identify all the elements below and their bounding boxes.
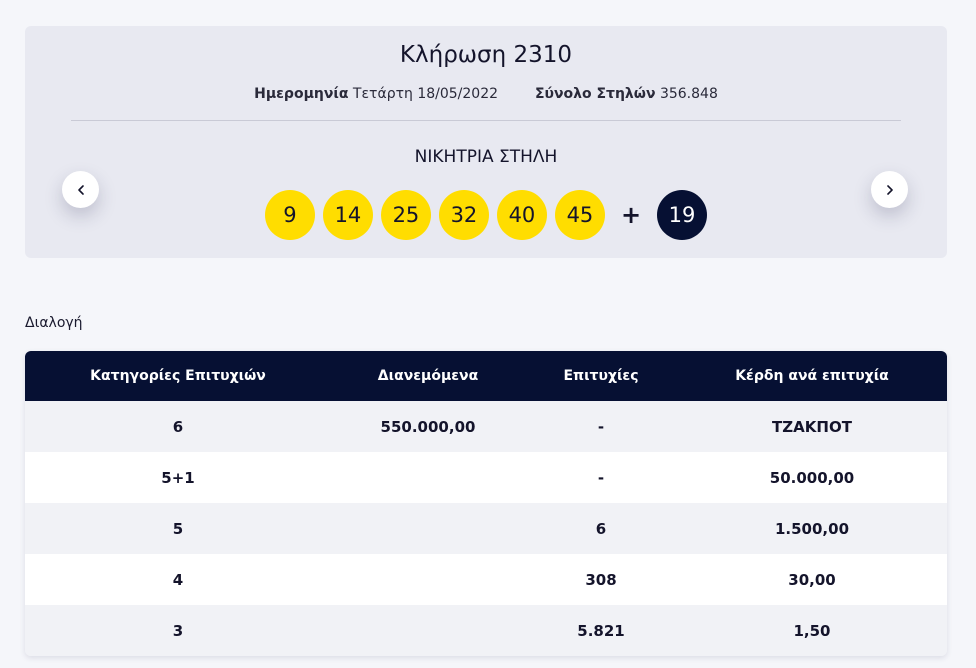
results-table: Κατηγορίες Επιτυχιών Διανεμόμενα Επιτυχί…: [25, 351, 947, 656]
date-value: Τετάρτη 18/05/2022: [352, 86, 499, 102]
cell-winners: -: [597, 417, 605, 436]
table-row: 5+1 - 50.000,00: [25, 452, 947, 503]
number-ball: 9: [264, 190, 315, 240]
cell-category: 5+1: [161, 468, 195, 487]
cell-category: 4: [172, 570, 184, 589]
bonus-ball: 19: [657, 190, 708, 240]
plus-sign: +: [620, 201, 642, 229]
date-label: Ημερομηνία: [254, 86, 349, 102]
cell-prize: 1,50: [793, 621, 831, 640]
number-ball: 45: [554, 190, 605, 240]
previous-draw-button[interactable]: [62, 171, 99, 208]
cell-category: 3: [172, 621, 184, 640]
divider: [71, 120, 901, 121]
next-draw-button[interactable]: [871, 171, 908, 208]
header-prize: Κέρδη ανά επιτυχία: [735, 368, 889, 384]
cell-distributed: 550.000,00: [380, 417, 476, 436]
table-header: Κατηγορίες Επιτυχιών Διανεμόμενα Επιτυχί…: [25, 351, 947, 401]
winning-column-title: ΝΙΚΗΤΡΙΑ ΣΤΗΛΗ: [414, 147, 558, 167]
section-label: Διαλογή: [25, 315, 83, 331]
header-distributed: Διανεμόμενα: [377, 368, 479, 384]
draw-title: Κλήρωση 2310: [399, 42, 573, 68]
cell-prize: ΤΖΑΚΠΟΤ: [772, 417, 852, 436]
cell-prize: 1.500,00: [774, 519, 850, 538]
table-row: 4 308 30,00: [25, 554, 947, 605]
cell-prize: 50.000,00: [769, 468, 855, 487]
chevron-right-icon: [886, 184, 893, 195]
cell-winners: 308: [585, 570, 617, 589]
number-ball: 14: [322, 190, 373, 240]
header-category: Κατηγορίες Επιτυχιών: [90, 368, 266, 384]
cell-winners: 5.821: [577, 621, 625, 640]
header-winners: Επιτυχίες: [563, 368, 639, 384]
cell-prize: 30,00: [788, 570, 836, 589]
draw-card: Κλήρωση 2310 Ημερομηνία Τετάρτη 18/05/20…: [25, 26, 947, 258]
table-row: 3 5.821 1,50: [25, 605, 947, 656]
table-body: 6 550.000,00 - ΤΖΑΚΠΟΤ 5+1 - 50.000,00 5…: [25, 401, 947, 656]
cell-category: 5: [172, 519, 184, 538]
number-ball: 25: [380, 190, 431, 240]
columns-value: 356.848: [659, 86, 718, 102]
table-row: 6 550.000,00 - ΤΖΑΚΠΟΤ: [25, 401, 947, 452]
draw-meta: Ημερομηνία Τετάρτη 18/05/2022 Σύνολο Στη…: [25, 86, 947, 102]
number-ball: 40: [496, 190, 547, 240]
table-row: 5 6 1.500,00: [25, 503, 947, 554]
cell-winners: -: [597, 468, 605, 487]
number-ball: 32: [438, 190, 489, 240]
chevron-left-icon: [77, 184, 84, 195]
cell-winners: 6: [595, 519, 607, 538]
columns-label: Σύνολο Στηλών: [534, 86, 656, 102]
winning-numbers: 9 14 25 32 40 45 + 19: [25, 190, 947, 240]
cell-category: 6: [172, 417, 184, 436]
